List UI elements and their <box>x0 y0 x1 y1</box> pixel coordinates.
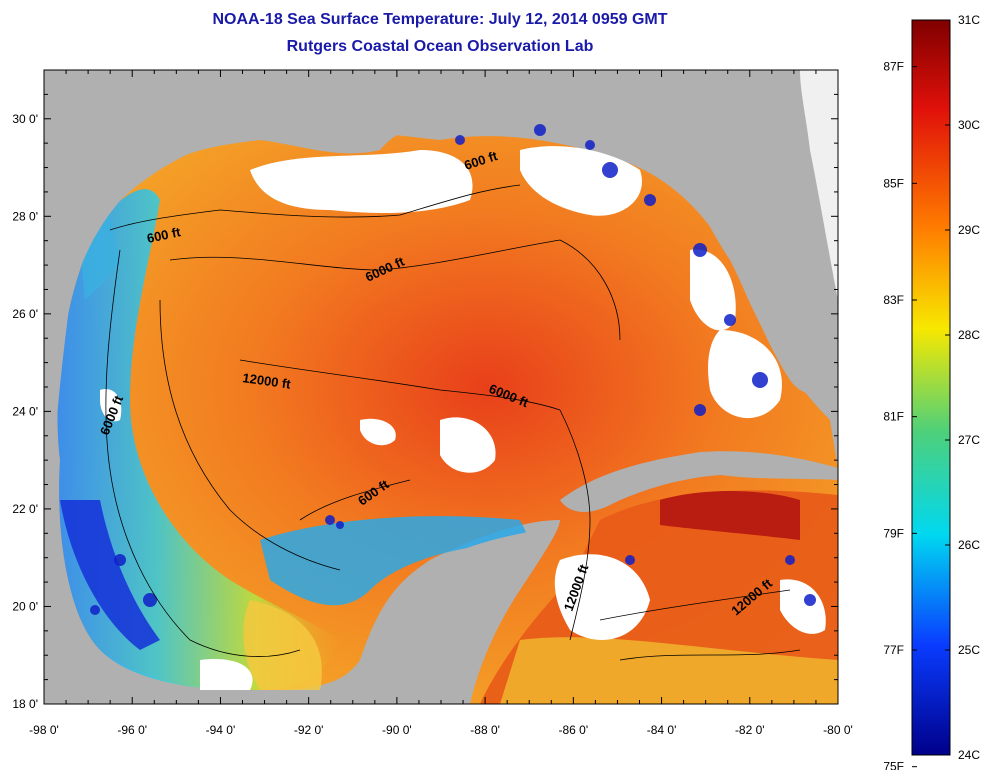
colorbar-f-label: 83F <box>883 293 904 307</box>
x-tick-label: -86 0' <box>559 723 589 737</box>
y-tick-label: 18 0' <box>12 697 38 711</box>
y-axis: 30 0' 28 0' 26 0' 24 0' 22 0' 20 0' 18 0' <box>12 69 838 711</box>
bathymetry-contours <box>105 184 801 661</box>
western-cool-band <box>57 189 340 690</box>
yucatan-coast-warm <box>243 600 322 690</box>
x-tick-label: -94 0' <box>206 723 236 737</box>
colorbar-f-label: 85F <box>883 176 904 190</box>
colorbar-f-label: 81F <box>883 410 904 424</box>
campeche-upwelling <box>260 516 530 606</box>
y-tick-label: 28 0' <box>12 209 38 223</box>
colorbar-c-label: 30C <box>958 118 980 132</box>
x-tick-label: -92 0' <box>294 723 324 737</box>
contour-label: 600 ft <box>146 224 183 246</box>
y-tick-label: 22 0' <box>12 502 38 516</box>
us-coast-land <box>44 70 838 300</box>
x-tick-label: -82 0' <box>735 723 765 737</box>
map-title: NOAA-18 Sea Surface Temperature: July 12… <box>212 11 668 28</box>
contour-label: 12000 ft <box>242 370 293 392</box>
cloud-edge-specks <box>90 124 816 615</box>
cuba-land <box>560 451 838 512</box>
west-coast-cold-patch <box>60 500 160 650</box>
y-tick-label: 26 0' <box>12 307 38 321</box>
map-subtitle: Rutgers Coastal Ocean Observation Lab <box>286 38 594 55</box>
west-mexico-land <box>44 300 120 704</box>
x-tick-label: -80 0' <box>823 723 853 737</box>
colorbar-c-label: 24C <box>958 748 980 762</box>
x-tick-label: -98 0' <box>29 723 59 737</box>
colorbar-f-label: 77F <box>883 643 904 657</box>
x-tick-label: -88 0' <box>470 723 500 737</box>
colorbar-ticks: 31C 30C 29C 28C 27C 26C 25C 24C 87F 85F 83F 81F 79F 7… <box>883 13 980 770</box>
colorbar-f-label: 75F <box>883 760 904 770</box>
x-tick-label: -96 0' <box>117 723 147 737</box>
colorbar-f-label: 79F <box>883 526 904 540</box>
caribbean-yellow-south <box>500 637 838 704</box>
florida-land <box>650 70 838 396</box>
colorbar-c-label: 25C <box>958 643 980 657</box>
x-tick-label: -84 0' <box>647 723 677 737</box>
colorbar-c-label: 31C <box>958 13 980 27</box>
colorbar-f-label: 87F <box>883 60 904 74</box>
colorbar-c-label: 29C <box>958 223 980 237</box>
colorbar <box>911 19 951 756</box>
x-axis: -98 0' -96 0' -94 0' -92 0' -90 0' -88 0' -86 … <box>29 70 853 737</box>
colorbar-c-label: 28C <box>958 328 980 342</box>
atlantic-ocean <box>800 70 838 300</box>
cloud-mask <box>100 146 826 690</box>
x-tick-label: -90 0' <box>382 723 412 737</box>
colorbar-c-label: 27C <box>958 433 980 447</box>
colorbar-c-label: 26C <box>958 538 980 552</box>
yucatan-land <box>350 530 540 704</box>
y-tick-label: 24 0' <box>12 404 38 418</box>
y-tick-label: 30 0' <box>12 112 38 126</box>
y-tick-label: 20 0' <box>12 599 38 613</box>
caribbean-dark-warm <box>660 491 800 540</box>
